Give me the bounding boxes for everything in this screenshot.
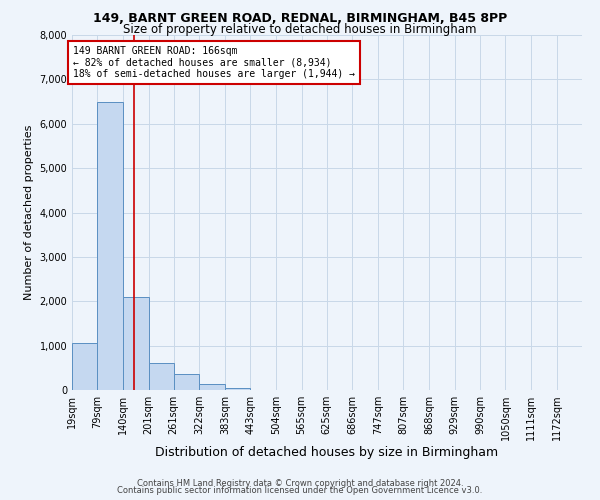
Y-axis label: Number of detached properties: Number of detached properties (24, 125, 34, 300)
X-axis label: Distribution of detached houses by size in Birmingham: Distribution of detached houses by size … (155, 446, 499, 459)
Bar (199, 384, 225, 390)
Text: Contains HM Land Registry data © Crown copyright and database right 2024.: Contains HM Land Registry data © Crown c… (137, 478, 463, 488)
Text: 149, BARNT GREEN ROAD, REDNAL, BIRMINGHAM, B45 8PP: 149, BARNT GREEN ROAD, REDNAL, BIRMINGHA… (93, 12, 507, 26)
Bar (123, 297, 149, 390)
Bar (225, 388, 250, 390)
Bar (72, 344, 97, 390)
Text: 149 BARNT GREEN ROAD: 166sqm
← 82% of detached houses are smaller (8,934)
18% of: 149 BARNT GREEN ROAD: 166sqm ← 82% of de… (73, 46, 355, 80)
Bar (149, 364, 174, 390)
Text: Size of property relative to detached houses in Birmingham: Size of property relative to detached ho… (123, 22, 477, 36)
Text: Contains public sector information licensed under the Open Government Licence v3: Contains public sector information licen… (118, 486, 482, 495)
Bar (174, 374, 199, 390)
Bar (97, 102, 123, 390)
